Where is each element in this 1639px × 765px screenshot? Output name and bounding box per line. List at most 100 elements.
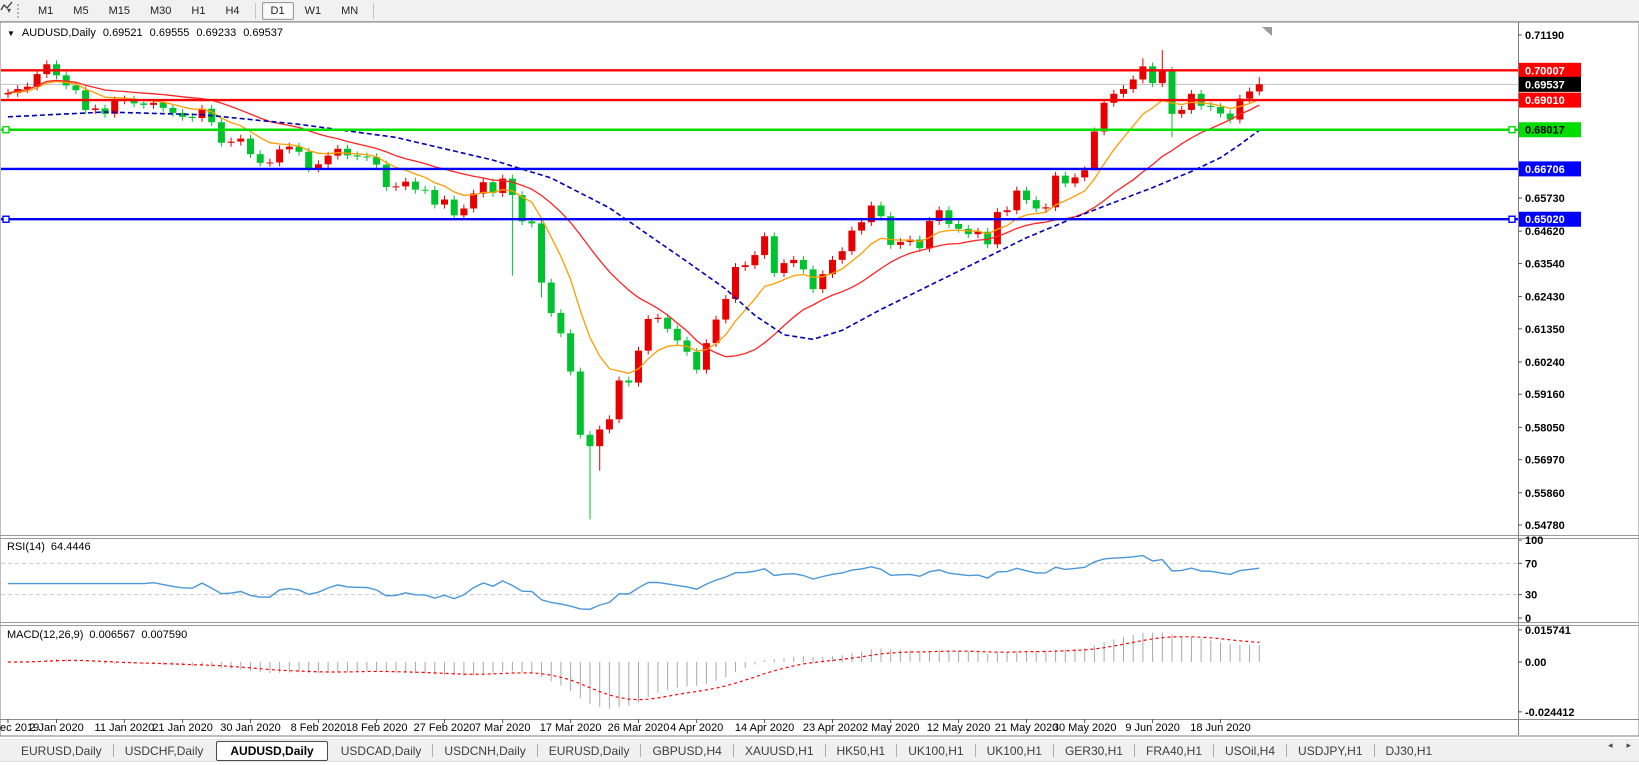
candle-body (926, 221, 933, 249)
candle-body (693, 351, 701, 370)
date-axis-label: 21 May 2020 (995, 722, 1059, 734)
tab-separator (1213, 744, 1215, 757)
toolbar-separator (254, 2, 256, 19)
date-axis-label: 24 Dec 2019 (0, 722, 39, 734)
chart-tab-uk100-h1[interactable]: UK100,H1 (908, 743, 964, 758)
rsi-pane-label: RSI(14) 64.4446 (7, 541, 91, 553)
chart-tab-gbpusd-h4[interactable]: GBPUSD,H4 (652, 743, 722, 758)
candle-body (518, 195, 526, 222)
chart-tab-xauusd-h1[interactable]: XAUUSD,H1 (744, 743, 814, 758)
tab-separator (896, 744, 898, 757)
chart-tabbar: EURUSD,Daily USDCHF,Daily AUDUSD,Daily USDC… (0, 737, 1639, 765)
candle-body (431, 189, 439, 205)
price-tag (1519, 161, 1581, 177)
candle-body (1023, 190, 1030, 201)
candle-body (130, 99, 138, 104)
candle-body (615, 380, 623, 420)
candle-body (664, 317, 672, 329)
chart-tab-usoil-h4[interactable]: USOil,H4 (1225, 743, 1276, 758)
candle-body (654, 317, 662, 319)
tabs-scroll-left-button[interactable]: ◂ (1607, 740, 1613, 750)
chart-tab-eurusd-daily[interactable]: EURUSD,Daily (21, 743, 102, 758)
candle-body (479, 182, 487, 194)
candle-body (1149, 66, 1157, 84)
slow-ma (7, 111, 1260, 341)
timeframe-button-m15[interactable]: M15 (108, 4, 130, 17)
candle-body (23, 86, 31, 90)
candle-body (790, 259, 798, 264)
timeframe-button-h4[interactable]: H4 (225, 4, 240, 17)
ohlc-close: 0.69537 (243, 27, 283, 39)
candle-body (363, 156, 371, 158)
macd-axis-label: 0.015741 (1525, 625, 1571, 637)
tab-separator (640, 744, 642, 757)
date-axis-label: 8 Feb 2020 (291, 722, 347, 734)
toolbar-grip[interactable] (17, 3, 22, 18)
candle-body (188, 116, 196, 119)
chart-tab-uk100-h1[interactable]: UK100,H1 (986, 743, 1042, 758)
timeframe-button-d1[interactable]: D1 (261, 1, 294, 20)
candle-body (538, 223, 545, 283)
chart-tab-dj30-h1[interactable]: DJ30,H1 (1385, 743, 1433, 758)
timeframe-button-m1[interactable]: M1 (38, 4, 54, 17)
chart-tab-hk50-h1[interactable]: HK50,H1 (836, 743, 886, 758)
chart-tab-eurusd-daily[interactable]: EURUSD,Daily (548, 743, 630, 758)
candle-body (1246, 91, 1254, 99)
chart-header: ▼ AUDUSD,Daily 0.69521 0.69555 0.69233 0… (7, 27, 283, 39)
toolbar-separator (373, 2, 375, 19)
candle-body (935, 210, 943, 222)
price-axis-label: 0.61350 (1525, 324, 1565, 336)
candle-body (547, 282, 555, 313)
candle-body (1139, 66, 1147, 80)
chart-tab-usdjpy-h1[interactable]: USDJPY,H1 (1298, 743, 1363, 758)
timeframe-button-mn[interactable]: MN (341, 4, 359, 17)
date-axis-label: 26 Mar 2020 (608, 722, 670, 734)
collapse-triangle-icon[interactable]: ▼ (7, 28, 15, 38)
candle-body (829, 259, 836, 275)
candle-body (1120, 89, 1127, 94)
candle-body (402, 181, 410, 187)
candle-body (227, 141, 235, 143)
rsi-axis-label: 70 (1525, 558, 1537, 570)
timeframe-button-m5[interactable]: M5 (73, 4, 89, 17)
hline-handle[interactable] (1508, 126, 1516, 134)
chart-tab-usdcnh-daily[interactable]: USDCNH,Daily (444, 743, 526, 758)
candle-body (1081, 170, 1089, 178)
candle-body (217, 122, 225, 143)
date-axis-label: 12 May 2020 (927, 722, 991, 734)
price-axis-label: 0.63540 (1525, 258, 1565, 270)
hline-handle[interactable] (2, 126, 10, 134)
tab-separator (1052, 744, 1054, 757)
candle-body (1226, 113, 1234, 120)
macd-name: MACD(12,26,9) (7, 629, 84, 641)
timeframe-button-m30[interactable]: M30 (149, 4, 172, 17)
candle-body (421, 189, 429, 191)
candle-body (441, 199, 448, 205)
chart-tab-audusd-daily[interactable]: AUDUSD,Daily (216, 740, 328, 761)
chart-tool-button[interactable]: ▾ (0, 1, 15, 16)
chart-shift-marker-icon[interactable] (1262, 27, 1272, 36)
candle-body (33, 74, 41, 87)
chart-tab-usdcad-daily[interactable]: USDCAD,Daily (340, 743, 422, 758)
hline-handle[interactable] (2, 215, 10, 223)
chart-tab-usdchf-daily[interactable]: USDCHF,Daily (124, 743, 204, 758)
candle-body (751, 255, 759, 266)
timeframe-button-h1[interactable]: H1 (191, 4, 206, 17)
hline-handle[interactable] (1508, 215, 1516, 223)
candle-body (382, 164, 390, 187)
price-axis-label: 0.62430 (1525, 292, 1565, 304)
date-axis-label: 9 Jun 2020 (1125, 722, 1179, 734)
chart-tab-fra40-h1[interactable]: FRA40,H1 (1145, 743, 1203, 758)
chart-tab-ger30-h1[interactable]: GER30,H1 (1064, 743, 1123, 758)
fast-ma (7, 80, 1260, 374)
timeframe-button-w1[interactable]: W1 (304, 4, 322, 17)
price-axis-label: 0.58050 (1525, 422, 1565, 434)
price-tag (1519, 76, 1581, 92)
tabs-scroll-right-button[interactable]: ▸ (1626, 740, 1631, 750)
candle-body (237, 138, 245, 142)
ohlc-low: 0.69233 (196, 27, 237, 39)
tab-separator (432, 744, 434, 757)
candle-body (1042, 207, 1050, 209)
candle-body (1110, 93, 1118, 103)
